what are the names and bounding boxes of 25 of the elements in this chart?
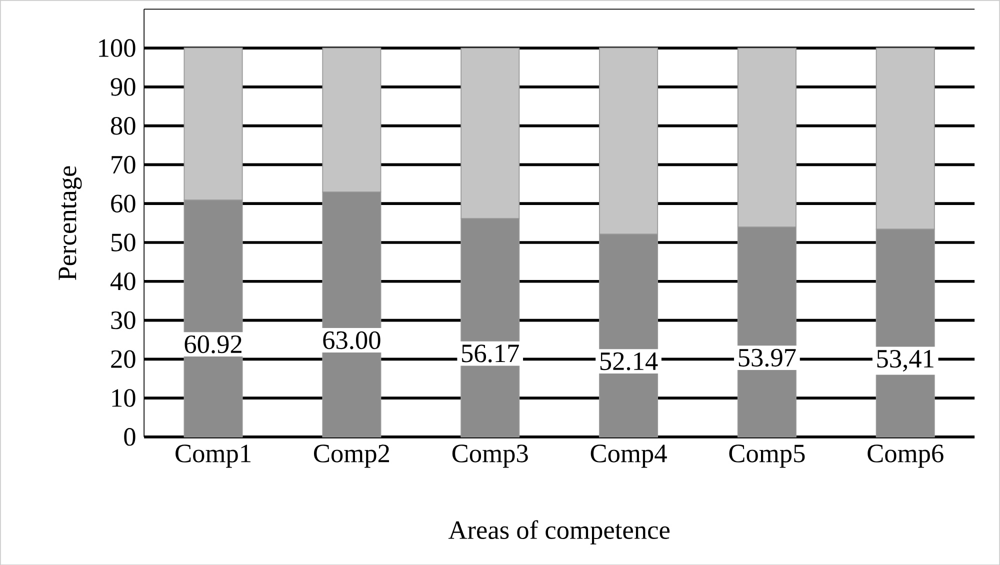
data-label: 53.97 <box>738 348 796 367</box>
y-tick-label: 100 <box>99 38 136 57</box>
data-label: 63.00 <box>323 331 380 350</box>
y-tick-label: 20 <box>111 350 136 368</box>
y-axis-title: Percentage <box>58 166 82 280</box>
x-tick-label: Comp1 <box>176 444 250 468</box>
y-tick-label: 10 <box>112 388 136 407</box>
y-tick-label: 30 <box>111 311 136 329</box>
y-tick-label: 40 <box>110 272 136 290</box>
y-tick-label: 0 <box>124 428 136 446</box>
y-tick-label: 60 <box>111 194 136 212</box>
x-tick-label: Comp6 <box>868 444 944 468</box>
data-label: 52.14 <box>600 352 658 370</box>
y-tick-label: 90 <box>110 78 136 96</box>
data-label: 53,41 <box>877 350 934 372</box>
x-tick-label: Comp3 <box>452 444 528 468</box>
y-tick-label: 80 <box>110 116 136 135</box>
y-tick-label: 70 <box>112 156 136 174</box>
y-tick-label: 50 <box>111 233 136 252</box>
x-tick-label: Comp5 <box>729 444 805 468</box>
data-label: 56.17 <box>462 344 519 362</box>
x-tick-label: Comp2 <box>314 444 390 468</box>
x-axis-title: Areas of competence <box>448 520 670 544</box>
x-tick-label: Comp4 <box>590 444 667 468</box>
data-label: 60.92 <box>184 335 242 354</box>
